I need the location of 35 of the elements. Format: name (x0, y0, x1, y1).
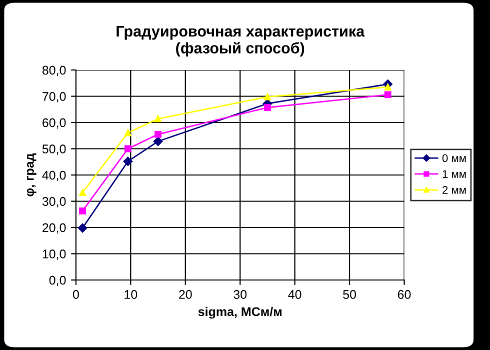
x-tick-label: 30 (234, 290, 247, 299)
legend-label: 1 мм (442, 170, 466, 178)
y-tick-label: 80,0 (42, 66, 66, 76)
x-axis-title: sigma, МСм/м (198, 306, 282, 319)
x-tick-label: 40 (288, 290, 302, 299)
point (78, 223, 88, 233)
x-tick-label: 20 (179, 290, 192, 299)
y-tick-label: 60,0 (42, 118, 66, 129)
point (79, 189, 86, 196)
legend-label: 0 мм (442, 154, 466, 162)
point (154, 130, 162, 138)
y-tick-label: 10,0 (42, 250, 66, 260)
legend-label: 2 мм (442, 186, 466, 194)
point (384, 84, 392, 91)
y-axis-title: φ, град (27, 153, 36, 196)
chart-title: Градуировочная характеристика (фазоый способ) (116, 26, 365, 57)
point (124, 145, 132, 152)
x-tick-label: 60 (398, 290, 411, 299)
point (264, 93, 271, 100)
point (154, 115, 162, 122)
point (153, 136, 163, 146)
point (123, 156, 133, 166)
x-tick-label: 0 (72, 290, 79, 299)
y-tick-label: 40,0 (42, 170, 66, 182)
y-tick-label: 70,0 (42, 92, 66, 102)
y-tick-label: 0,0 (49, 276, 66, 286)
point (264, 104, 271, 112)
point (79, 207, 86, 214)
point (124, 129, 132, 136)
x-tick-label: 10 (124, 290, 138, 299)
x-tick-label: 50 (343, 290, 356, 299)
point (384, 91, 392, 98)
y-tick-label: 50,0 (42, 144, 66, 155)
y-tick-label: 20,0 (42, 223, 66, 234)
y-tick-label: 30,0 (42, 197, 66, 208)
